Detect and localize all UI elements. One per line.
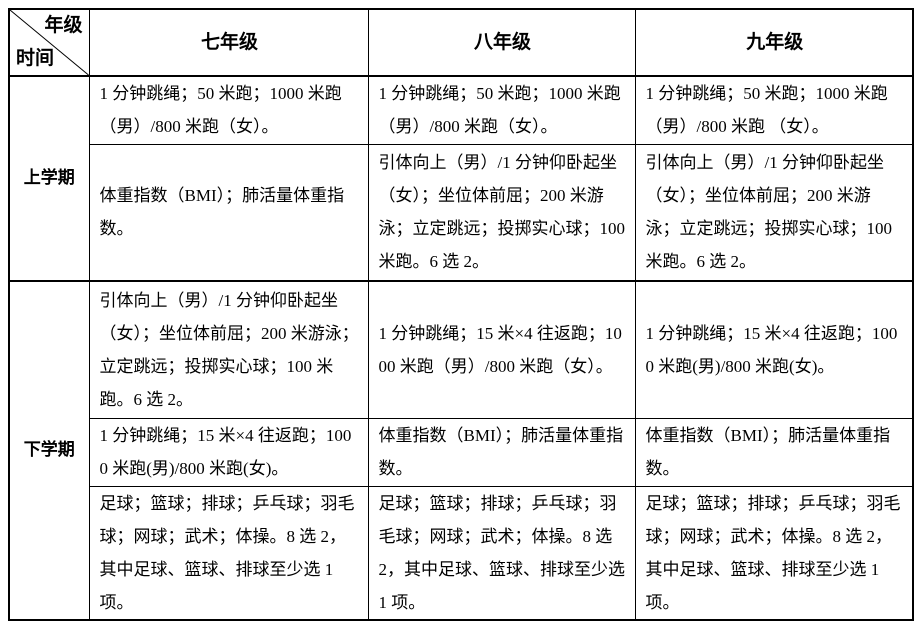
table-cell: 引体向上（男）/1 分钟仰卧起坐（女）；坐位体前屈；200 米游泳；立定跳远；投… [367, 143, 636, 282]
table-row: 足球；篮球；排球；乒乓球；羽毛球；网球；武术；体操。8 选 2，其中足球、篮球、… [9, 485, 914, 621]
table-cell: 引体向上（男）/1 分钟仰卧起坐（女）；坐位体前屈；200 米游泳；立定跳远；投… [88, 280, 369, 419]
table-row: 下学期 引体向上（男）/1 分钟仰卧起坐（女）；坐位体前屈；200 米游泳；立定… [8, 280, 914, 621]
table-row: 上学期 1 分钟跳绳；50 米跑；1000 米跑（男）/800 米跑（女）。 1… [8, 75, 914, 282]
table-cell: 体重指数（BMI）；肺活量体重指数。 [634, 417, 914, 487]
grade-7-header: 七年级 [88, 8, 369, 77]
table-cell: 1 分钟跳绳；15 米×4 往返跑；1000 米跑（男）/800 米跑（女）。 [367, 280, 636, 419]
table-cell: 足球；篮球；排球；乒乓球；羽毛球；网球；武术；体操。8 选 2，其中足球、篮球、… [634, 485, 914, 621]
diagonal-line [10, 10, 89, 75]
table-row: 体重指数（BMI）；肺活量体重指数。 引体向上（男）/1 分钟仰卧起坐（女）；坐… [9, 143, 914, 282]
table-cell: 1 分钟跳绳；50 米跑；1000 米跑（男）/800 米跑（女）。 [367, 75, 636, 145]
term-first: 上学期 [8, 75, 90, 282]
corner-grade-label: 年级 [44, 14, 83, 36]
corner-cell: 年级 时间 [8, 8, 90, 77]
term-second: 下学期 [8, 280, 90, 621]
pe-test-table: 年级 时间 七年级 八年级 九年级 上学期 1 分钟跳绳；50 米跑；1000 … [8, 8, 914, 621]
grade-9-header: 九年级 [634, 8, 914, 77]
grade-8-header: 八年级 [367, 8, 636, 77]
table-row: 1 分钟跳绳；15 米×4 往返跑；1000 米跑(男)/800 米跑(女)。 … [9, 417, 914, 487]
table-cell: 足球；篮球；排球；乒乓球；羽毛球；网球；武术；体操。8 选 2，其中足球、篮球、… [367, 485, 636, 621]
table-cell: 足球；篮球；排球；乒乓球；羽毛球；网球；武术；体操。8 选 2，其中足球、篮球、… [88, 485, 369, 621]
table-cell: 体重指数（BMI）；肺活量体重指数。 [88, 143, 369, 282]
table-cell: 1 分钟跳绳；50 米跑；1000 米跑（男）/800 米跑（女）。 [88, 75, 369, 145]
header-row: 年级 时间 七年级 八年级 九年级 [8, 8, 914, 77]
table-cell: 1 分钟跳绳；15 米×4 往返跑；1000 米跑(男)/800 米跑(女)。 [634, 280, 914, 419]
table-cell: 体重指数（BMI）；肺活量体重指数。 [367, 417, 636, 487]
table-cell: 1 分钟跳绳；15 米×4 往返跑；1000 米跑(男)/800 米跑(女)。 [88, 417, 369, 487]
table-cell: 1 分钟跳绳；50 米跑；1000 米跑（男）/800 米跑 （女）。 [634, 75, 914, 145]
table-cell: 引体向上（男）/1 分钟仰卧起坐（女）；坐位体前屈；200 米游泳；立定跳远；投… [634, 143, 914, 282]
corner-time-label: 时间 [16, 47, 55, 69]
